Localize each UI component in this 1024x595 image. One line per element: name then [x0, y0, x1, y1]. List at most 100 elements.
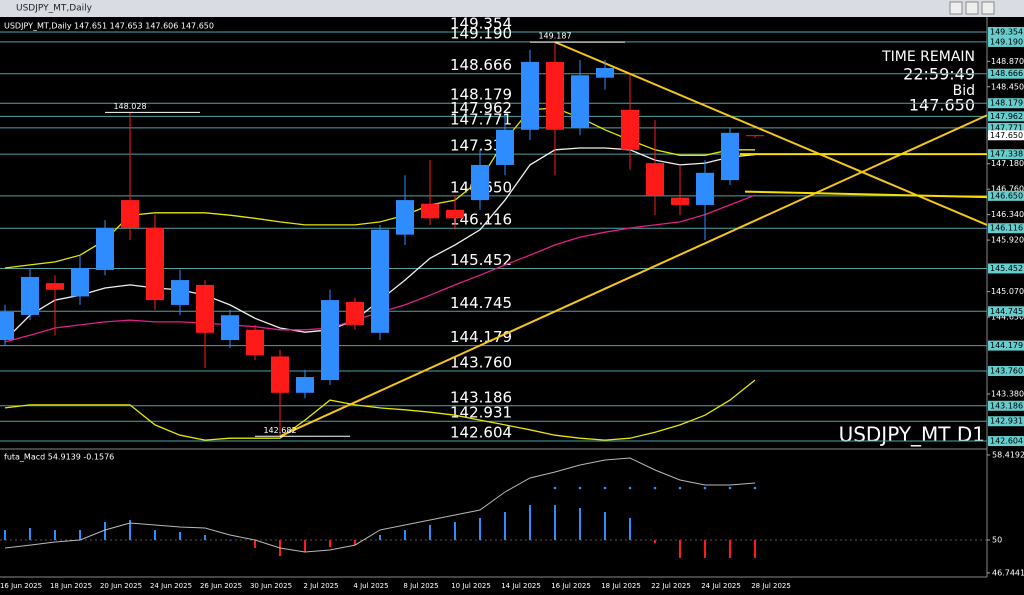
candle-body — [171, 280, 189, 305]
x-tick-label: 4 Jul 2025 — [353, 582, 388, 590]
level-axis-box — [988, 36, 1024, 47]
level-label: 143.760 — [450, 353, 512, 371]
candle-body — [346, 301, 364, 325]
x-tick-label: 22 Jul 2025 — [651, 582, 691, 590]
macd-bar — [379, 534, 381, 541]
level-label: 144.179 — [450, 328, 512, 346]
window-title: USDJPY_MT,Daily — [16, 4, 93, 14]
x-tick-label: 24 Jun 2025 — [150, 582, 192, 590]
level-label: 147.771 — [450, 110, 512, 128]
indicator-line — [4, 379, 756, 441]
macd-bar — [104, 522, 106, 541]
x-tick-label: 16 Jul 2025 — [551, 582, 591, 590]
level-axis-box — [988, 122, 1024, 133]
level-axis-label: 146.116 — [990, 224, 1023, 233]
level-axis-box — [988, 436, 1024, 447]
macd-bar — [454, 522, 456, 541]
level-axis-label: 147.771 — [990, 123, 1023, 132]
candle-body — [546, 61, 564, 130]
level-axis-label: 147.962 — [990, 112, 1023, 121]
level-axis-box — [988, 68, 1024, 79]
x-tick-label: 14 Jul 2025 — [501, 582, 541, 590]
level-axis-box — [988, 223, 1024, 234]
level-label: 143.186 — [450, 388, 512, 406]
level-axis-label: 143.186 — [990, 401, 1023, 410]
y-tick-label: 146.760 — [991, 185, 1024, 194]
candle-body — [621, 109, 639, 150]
macd-bar — [179, 532, 181, 541]
candle-body — [71, 267, 89, 297]
macd-y-tick-label: 50 — [992, 536, 1002, 545]
chart-title: USDJPY_MT,Daily — [4, 22, 72, 31]
maximize-button[interactable] — [965, 1, 979, 15]
macd-bar — [679, 540, 681, 559]
macd-bar — [729, 540, 731, 559]
level-label: 148.179 — [450, 86, 512, 104]
level-axis-label: 144.179 — [990, 341, 1023, 350]
candle-body — [271, 356, 289, 393]
macd-dot — [653, 486, 657, 490]
candle-body — [671, 197, 689, 205]
level-axis-label: 148.666 — [990, 69, 1023, 78]
close-button[interactable] — [981, 1, 995, 15]
macd-bar — [429, 524, 431, 541]
candle-body — [471, 164, 489, 201]
macd-dot — [753, 486, 757, 490]
level-axis-label: 146.650 — [990, 191, 1023, 200]
macd-bar — [329, 540, 331, 547]
level-axis-box — [988, 26, 1024, 37]
title-bar — [0, 0, 1024, 17]
x-tick-label: 8 Jul 2025 — [403, 582, 438, 590]
level-axis-label: 143.760 — [990, 366, 1023, 375]
level-axis-box — [988, 306, 1024, 317]
candle-body — [646, 163, 664, 196]
level-axis-box — [988, 98, 1024, 109]
candle-body — [446, 209, 464, 219]
level-axis-box — [988, 400, 1024, 411]
time-remain-label: TIME REMAIN — [881, 49, 975, 65]
macd-bar — [254, 540, 256, 549]
macd-bar — [704, 540, 706, 559]
x-tick-label: 16 Jun 2025 — [0, 582, 42, 590]
bid-price: 147.650 — [909, 96, 975, 115]
level-label: 144.745 — [450, 294, 512, 312]
y-tick-label: 146.340 — [991, 210, 1024, 219]
ohlc-header: 147.651 147.653 147.606 147.650 — [74, 22, 214, 31]
x-tick-label: 10 Jul 2025 — [451, 582, 491, 590]
level-label: 147.962 — [450, 99, 512, 117]
macd-bar — [629, 517, 631, 541]
macd-bar — [354, 540, 356, 546]
level-axis-box — [988, 365, 1024, 376]
price-marker-label: 148.028 — [113, 102, 146, 111]
macd-bar — [29, 527, 31, 541]
level-axis-box — [988, 263, 1024, 274]
candle-body — [396, 200, 414, 235]
price-marker-label: 142.682 — [263, 426, 296, 435]
y-tick-label: 143.380 — [991, 390, 1024, 399]
level-axis-label: 149.190 — [990, 37, 1023, 46]
level-axis-box — [988, 416, 1024, 427]
y-tick-label: 145.070 — [991, 287, 1024, 296]
level-label: 142.931 — [450, 404, 512, 422]
candle-body — [146, 227, 164, 301]
level-label: 148.666 — [450, 56, 512, 74]
macd-dot — [578, 486, 582, 490]
macd-bar — [304, 540, 306, 553]
macd-bar — [554, 504, 556, 541]
macd-bar — [479, 517, 481, 541]
candle-body — [196, 284, 214, 333]
x-tick-label: 20 Jun 2025 — [100, 582, 142, 590]
macd-bar — [129, 520, 131, 541]
macd-y-tick-label: 58.4192 — [992, 450, 1024, 459]
minimize-button[interactable] — [949, 1, 963, 15]
price-marker-label: 149.187 — [538, 32, 571, 41]
level-axis-box — [988, 340, 1024, 351]
level-label: 149.190 — [450, 24, 512, 42]
bid-axis-box — [988, 130, 1024, 141]
y-tick-label: 148.450 — [991, 82, 1024, 91]
macd-bar — [579, 507, 581, 541]
candle-body — [46, 283, 64, 290]
macd-bar — [229, 540, 231, 541]
level-axis-label: 142.931 — [990, 417, 1023, 426]
